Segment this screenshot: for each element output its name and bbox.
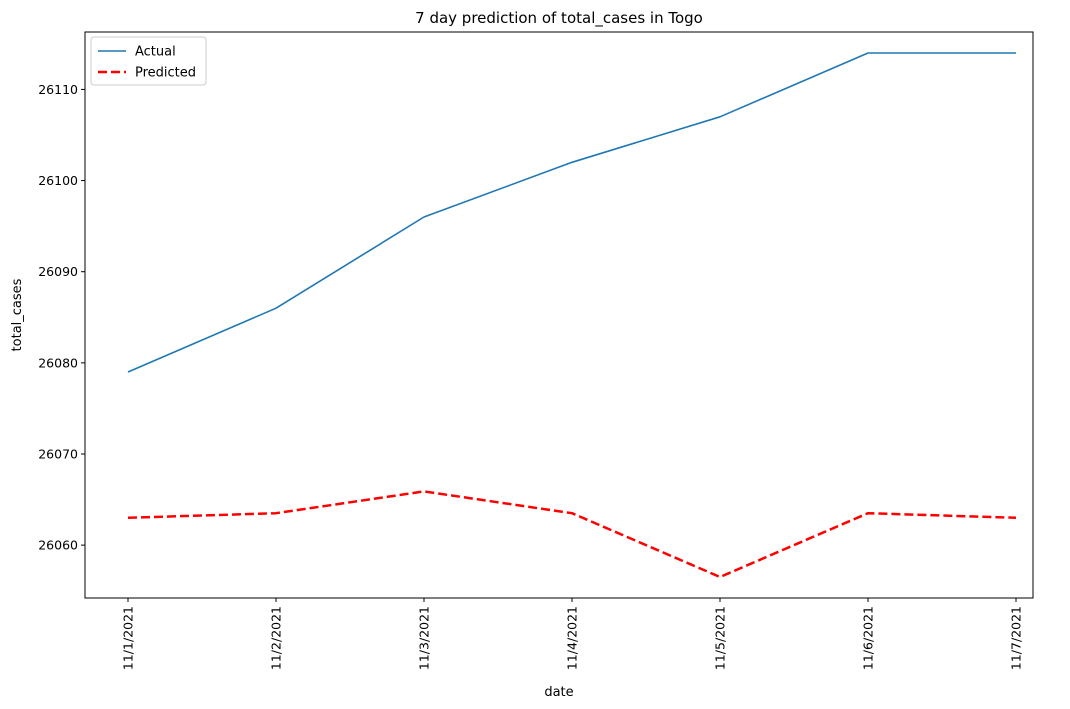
x-axis-ticks: 11/1/2021 11/2/2021 11/3/2021 11/4/2021 11/5… xyxy=(121,598,1024,670)
series-line-actual xyxy=(127,52,1016,373)
y-tick-label: 26070 xyxy=(38,446,78,461)
x-tick-label: 11/7/2021 xyxy=(1009,606,1024,670)
y-tick-label: 26100 xyxy=(38,173,78,188)
y-tick-label: 26080 xyxy=(38,355,78,370)
legend-label-predicted: Predicted xyxy=(135,66,196,81)
y-tick-label: 26090 xyxy=(38,264,78,279)
legend: Actual Predicted xyxy=(90,36,207,86)
series-line-predicted xyxy=(127,490,1017,579)
y-tick-label: 26060 xyxy=(38,538,78,553)
y-axis-label: total_cases xyxy=(10,278,25,351)
x-axis-label: date xyxy=(544,685,573,700)
x-tick-label: 11/1/2021 xyxy=(121,606,136,670)
x-tick-label: 11/3/2021 xyxy=(417,606,432,670)
x-tick-label: 11/5/2021 xyxy=(713,606,728,670)
plot-area: 26060 26070 26080 26090 26100 26110 11/1/2021… xyxy=(38,31,1034,670)
y-tick-label: 26110 xyxy=(38,82,78,97)
chart-title: 7 day prediction of total_cases in Togo xyxy=(415,9,703,28)
y-axis-ticks: 26060 26070 26080 26090 26100 26110 xyxy=(38,82,85,553)
legend-label-actual: Actual xyxy=(135,45,176,60)
series-layer xyxy=(127,52,1017,579)
plot-frame xyxy=(84,31,1034,599)
x-tick-label: 11/4/2021 xyxy=(565,606,580,670)
x-tick-label: 11/2/2021 xyxy=(269,606,284,670)
x-tick-label: 11/6/2021 xyxy=(861,606,876,670)
